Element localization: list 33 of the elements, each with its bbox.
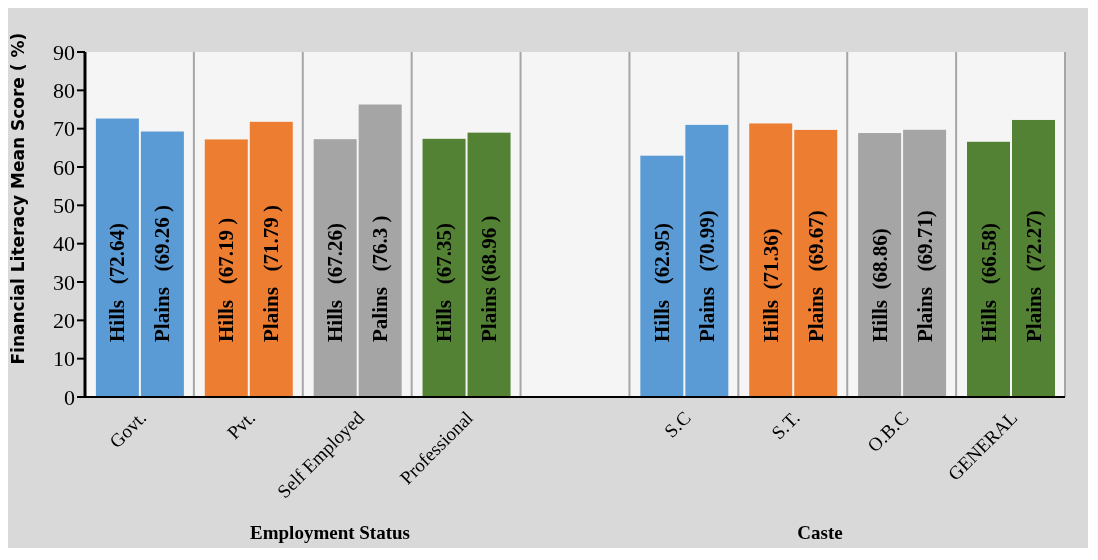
data-label: Hills (68.86) <box>867 228 892 342</box>
y-tick-label: 70 <box>53 116 75 142</box>
data-label: Hills (67.35) <box>432 223 457 342</box>
x-tick-label: S.T. <box>767 406 804 444</box>
data-label: Plains (69.67) <box>803 210 828 342</box>
data-label: Hills (67.26) <box>323 223 348 342</box>
y-tick-label: 90 <box>53 39 75 65</box>
x-tick-label: S.C <box>660 406 695 442</box>
data-label: Palins (76.3 ) <box>368 215 393 342</box>
y-tick-label: 60 <box>53 154 75 180</box>
y-tick-label: 40 <box>53 231 75 257</box>
x-tick-label: Govt. <box>105 406 151 453</box>
y-tick-label: 50 <box>53 193 75 219</box>
data-label: Hills (71.36) <box>758 228 783 342</box>
y-tick-label: 0 <box>64 384 75 410</box>
data-label: Hills (62.95) <box>649 223 674 342</box>
data-label: Plains (68.96 ) <box>477 215 502 342</box>
data-label: Plains (72.27) <box>1021 210 1046 342</box>
text: Employment Status <box>249 522 411 544</box>
data-label: Plains (70.99) <box>694 210 719 342</box>
y-tick-label: 20 <box>53 308 75 334</box>
text: Caste <box>796 522 844 544</box>
data-label: Plains (69.26 ) <box>150 204 175 342</box>
y-axis-title: Financial Literacy Mean Score ( %) <box>8 32 29 365</box>
data-label: Hills (66.58) <box>976 223 1001 342</box>
y-tick-label: 80 <box>53 78 75 104</box>
data-label: Hills (67.19 ) <box>214 217 239 342</box>
y-tick-label: 10 <box>53 346 75 372</box>
data-label: Hills (72.64) <box>105 223 130 342</box>
data-label: Plains (69.71) <box>912 210 937 342</box>
x-tick-label: Pvt. <box>223 406 260 444</box>
data-label: Plains (71.79 ) <box>259 204 284 342</box>
y-tick-label: 30 <box>53 269 75 295</box>
